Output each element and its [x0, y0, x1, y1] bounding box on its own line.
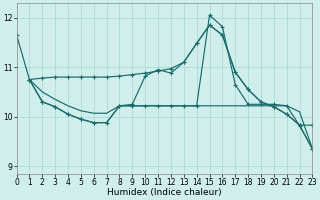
X-axis label: Humidex (Indice chaleur): Humidex (Indice chaleur) — [107, 188, 222, 197]
